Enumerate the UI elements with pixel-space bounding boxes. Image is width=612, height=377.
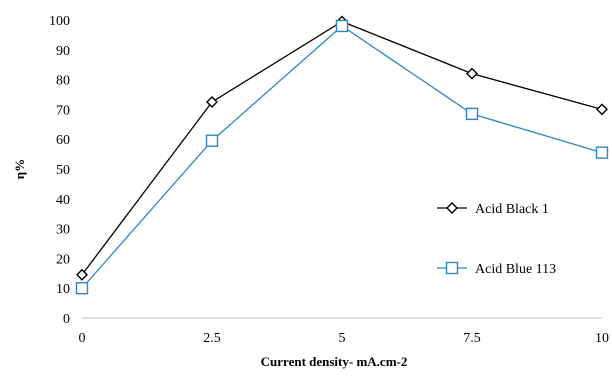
y-tick-label: 100 [49,14,70,29]
legend-marker [445,261,459,275]
data-point [466,67,478,80]
x-axis-ticks: 0 2.5 5 7.5 10 [79,331,610,346]
y-tick-label: 30 [56,223,70,238]
y-tick-label: 50 [56,163,70,178]
y-axis-title: η% [12,159,27,179]
series-line-1 [81,20,603,276]
y-tick-label: 60 [56,133,70,148]
x-tick-label: 2.5 [203,331,221,346]
y-tick-label: 90 [56,44,70,59]
series-lines [81,20,603,289]
y-tick-label: 70 [56,103,70,118]
x-tick-label: 10 [595,331,609,346]
x-axis-title: Current density- mA.cm-2 [261,354,408,369]
data-point [596,103,608,116]
legend-marker [446,202,458,214]
data-point [75,282,89,295]
data-point [76,268,88,281]
data-point [205,134,219,147]
data-point [465,107,479,121]
legend: Acid Black 1 Acid Blue 113 [437,202,556,277]
legend-label: Acid Black 1 [475,202,549,217]
y-tick-label: 40 [56,193,70,208]
y-tick-label: 20 [56,252,70,267]
y-axis-ticks: 0 10 20 30 40 50 60 70 80 90 100 [49,14,70,327]
series-line-2 [81,25,603,289]
data-point [595,146,609,159]
data-point [206,95,218,108]
data-point [335,19,349,33]
y-tick-label: 10 [56,282,70,297]
y-tick-label: 0 [63,312,70,327]
x-tick-label: 0 [79,331,86,346]
x-tick-label: 5 [339,331,346,346]
x-tick-label: 7.5 [463,331,481,346]
legend-label: Acid Blue 113 [475,262,556,277]
y-tick-label: 80 [56,74,70,89]
series-markers [75,15,609,295]
